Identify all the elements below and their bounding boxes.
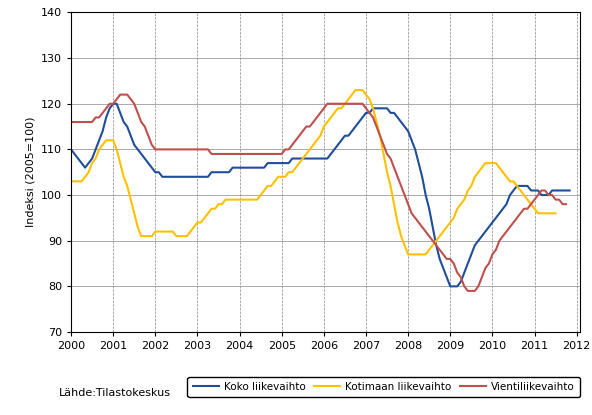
Vientiliikevaihto (384, 151, 391, 156)
Koko liikevaihto (85, 161, 92, 166)
Y-axis label: Indeksi (2005=100): Indeksi (2005=100) (25, 117, 36, 227)
Kotimaan liikevaihto (75, 179, 82, 184)
Vientiliikevaihto (117, 92, 124, 97)
Kotimaan liikevaihto (404, 252, 411, 257)
Vientiliikevaihto (562, 202, 570, 207)
Koko liikevaihto (240, 165, 247, 170)
Vientiliikevaihto (331, 101, 338, 106)
Kotimaan liikevaihto (552, 211, 559, 216)
Vientiliikevaihto (464, 288, 471, 293)
Koko liikevaihto (566, 188, 573, 193)
Vientiliikevaihto (310, 120, 317, 124)
Koko liikevaihto (275, 161, 282, 166)
Line: Koko liikevaihto: Koko liikevaihto (71, 104, 570, 286)
Koko liikevaihto (201, 174, 208, 179)
Kotimaan liikevaihto (549, 211, 556, 216)
Legend: Koko liikevaihto, Kotimaan liikevaihto, Vientiliikevaihto: Koko liikevaihto, Kotimaan liikevaihto, … (188, 377, 580, 397)
Koko liikevaihto (113, 101, 120, 106)
Kotimaan liikevaihto (380, 151, 387, 156)
Koko liikevaihto (292, 156, 300, 161)
Koko liikevaihto (67, 147, 75, 152)
Vientiliikevaihto (67, 120, 75, 124)
Vientiliikevaihto (394, 174, 401, 179)
Kotimaan liikevaihto (342, 101, 349, 106)
Line: Kotimaan liikevaihto: Kotimaan liikevaihto (71, 90, 555, 254)
Koko liikevaihto (110, 101, 117, 106)
Text: Lähde:Tilastokeskus: Lähde:Tilastokeskus (59, 388, 171, 398)
Koko liikevaihto (447, 284, 454, 289)
Line: Vientiliikevaihto: Vientiliikevaihto (71, 95, 566, 291)
Kotimaan liikevaihto (71, 179, 78, 184)
Kotimaan liikevaihto (352, 88, 359, 93)
Vientiliikevaihto (222, 151, 229, 156)
Kotimaan liikevaihto (320, 124, 327, 129)
Vientiliikevaihto (513, 215, 520, 220)
Kotimaan liikevaihto (67, 179, 75, 184)
